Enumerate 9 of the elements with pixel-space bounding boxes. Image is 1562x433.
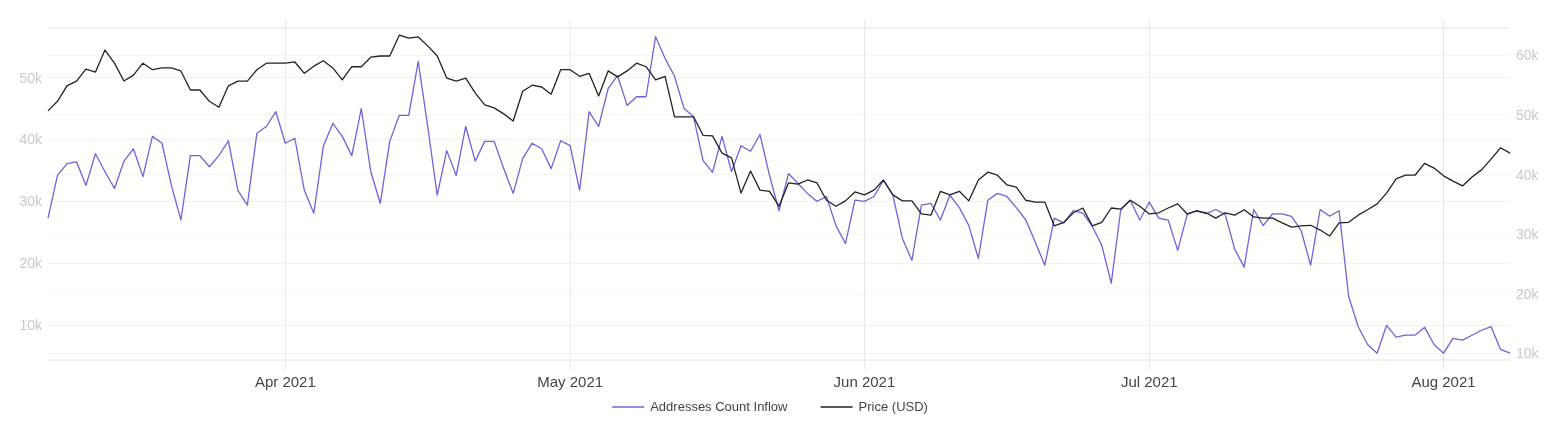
line-series <box>47 34 1511 237</box>
x-tick-label: Aug 2021 <box>1411 373 1476 390</box>
x-tick-label: Jun 2021 <box>833 373 896 390</box>
x-tick-label: Apr 2021 <box>254 373 316 390</box>
line-series <box>47 36 1511 354</box>
x-tick-label: May 2021 <box>537 373 604 390</box>
x-tick-label: Jul 2021 <box>1120 373 1178 390</box>
legend-label: Price (USD) <box>858 399 928 414</box>
legend-label: Addresses Count Inflow <box>650 399 789 414</box>
